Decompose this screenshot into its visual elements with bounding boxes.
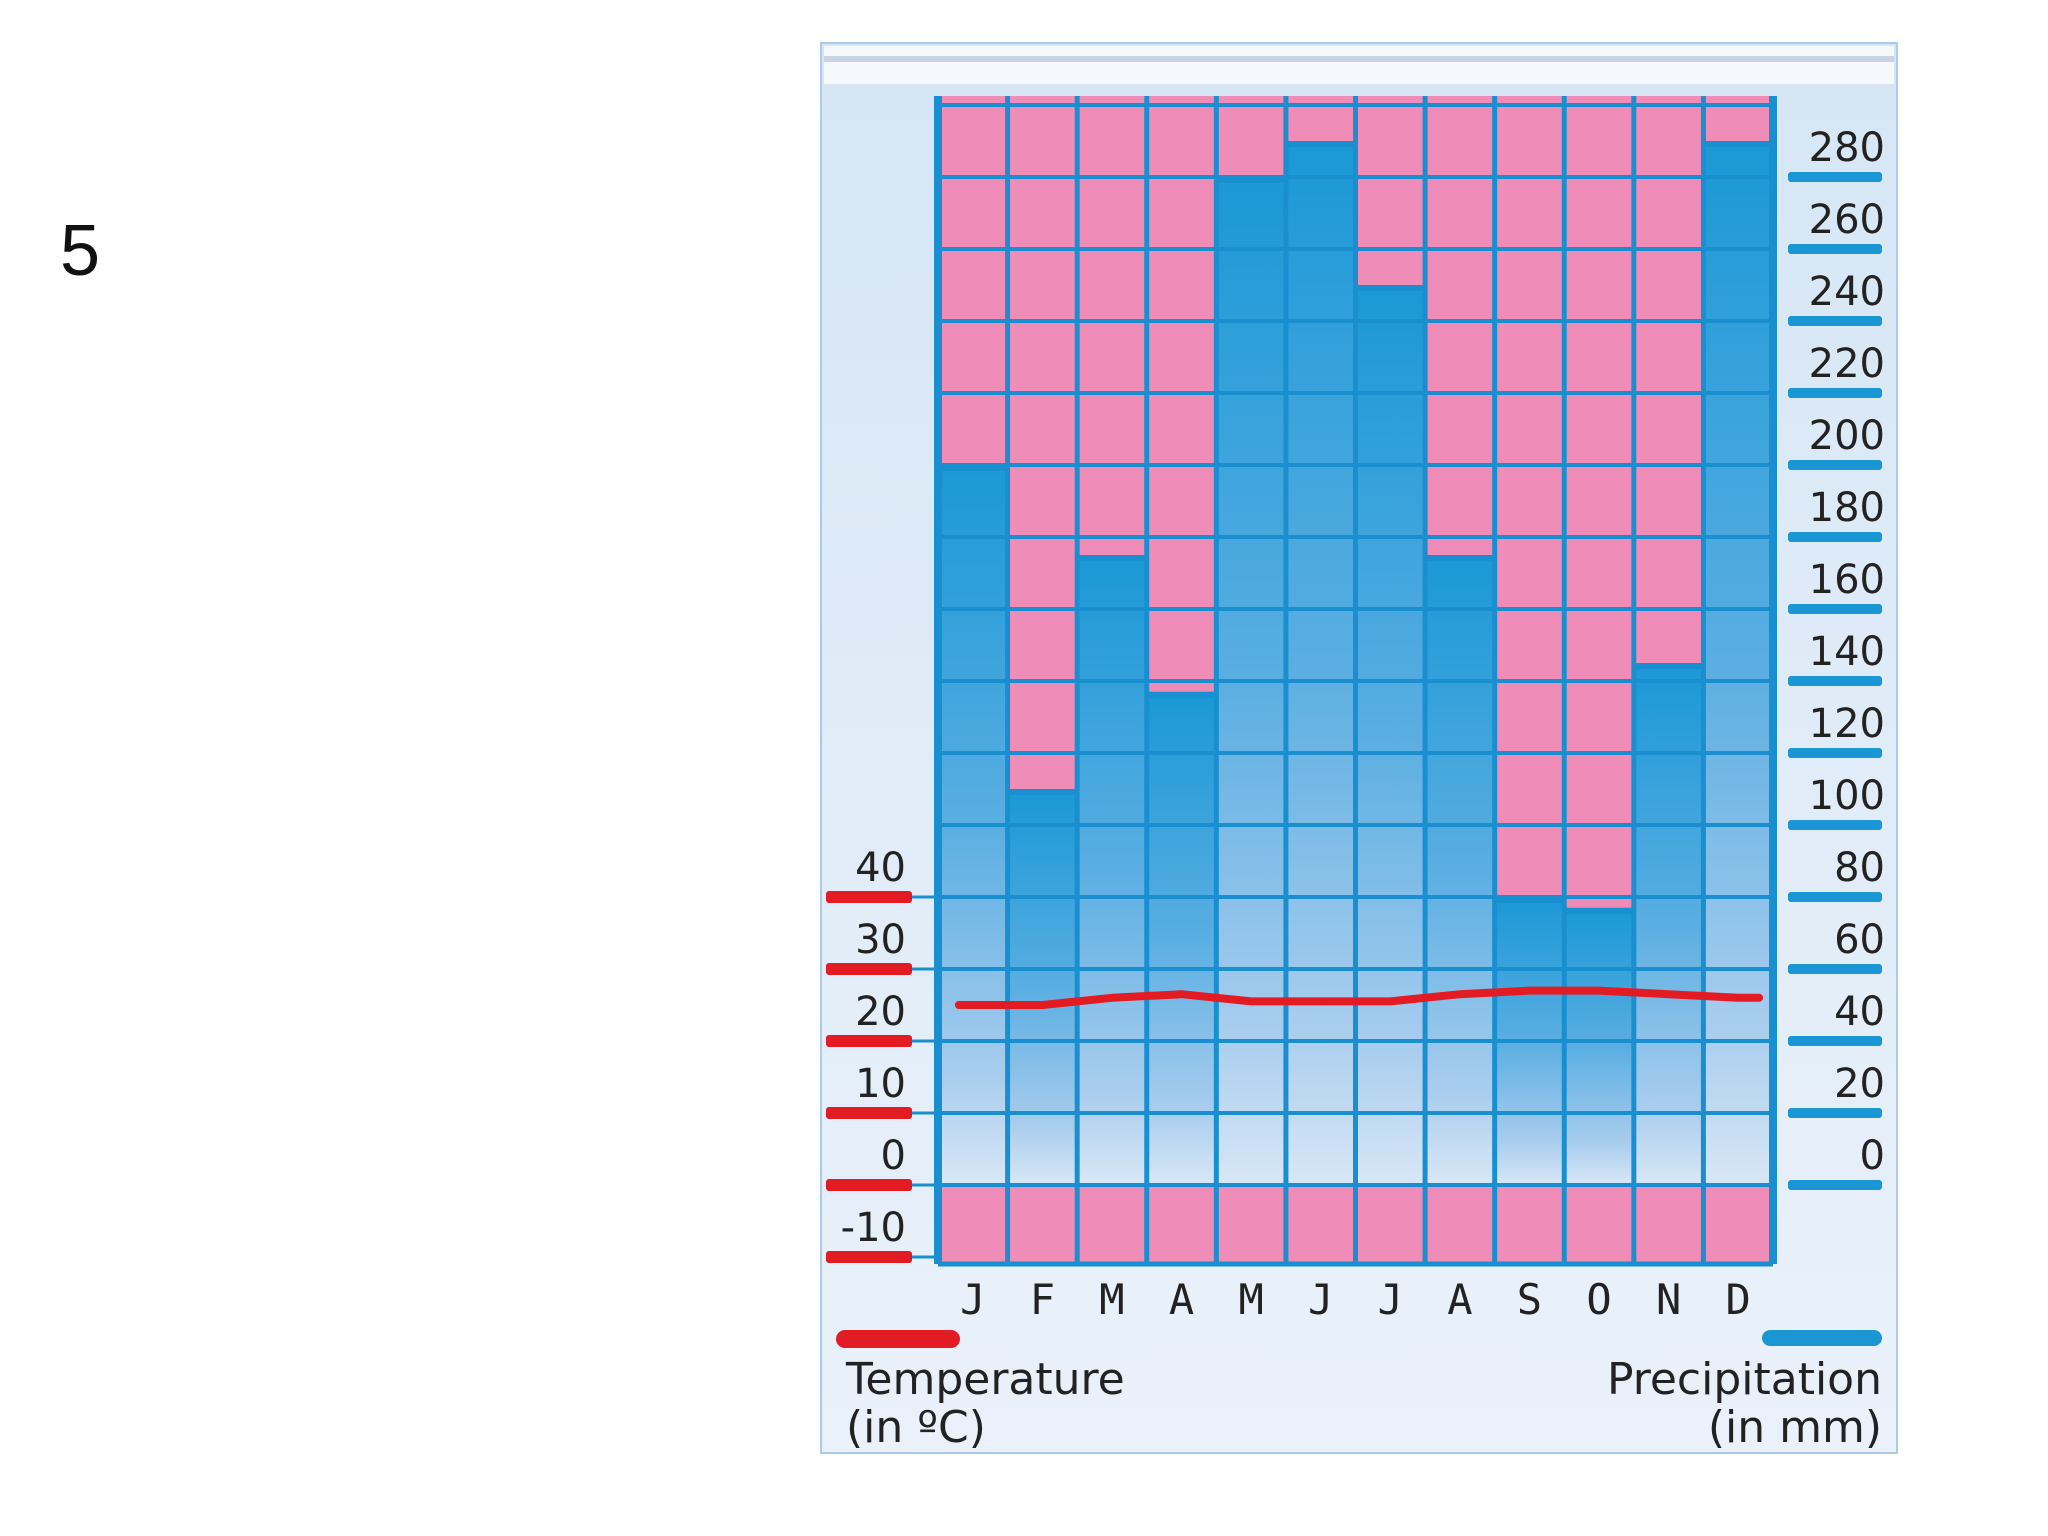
precipitation-bar-cap-5 — [1216, 177, 1286, 183]
precip-tick-mark — [1788, 676, 1882, 686]
precip-tick-mark — [1788, 1180, 1882, 1190]
climate-chart: 280 260 240 220 200 180 160 140 120 100 80 60 40 20 0 4… — [820, 42, 1898, 1454]
precipitation-bar-6 — [1285, 141, 1356, 1185]
legend-temperature-label: Temperature — [845, 1354, 1125, 1405]
month-label: D — [1726, 1275, 1751, 1324]
temp-tick-mark — [826, 1179, 912, 1191]
temperature-point-2 — [1041, 1004, 1043, 1006]
temp-tick-mark — [826, 891, 912, 903]
precipitation-bar-cap-6 — [1285, 141, 1356, 147]
chart-top-strip-line — [824, 56, 1894, 62]
legend-precipitation-unit: (in mm) — [1708, 1402, 1882, 1453]
precip-tick-mark — [1788, 316, 1882, 326]
precip-tick-label: 60 — [1834, 917, 1885, 963]
temp-tick-label: 30 — [855, 917, 906, 963]
temperature-line — [954, 986, 1764, 1009]
legend-precipitation-swatch — [1762, 1330, 1882, 1346]
temperature-point-10 — [1598, 990, 1600, 992]
precipitation-bar-11 — [1633, 663, 1704, 1185]
precipitation-bar-cap-11 — [1633, 663, 1704, 669]
precip-tick-label: 100 — [1809, 773, 1885, 819]
precip-tick-label: 140 — [1809, 629, 1885, 675]
temperature-point-7 — [1389, 1000, 1391, 1002]
temp-tick-mark — [826, 1107, 912, 1119]
precipitation-bar-cap-4 — [1146, 691, 1217, 698]
month-label: N — [1656, 1275, 1681, 1324]
month-label: F — [1030, 1275, 1055, 1324]
month-label: J — [960, 1275, 985, 1324]
precip-tick-mark — [1788, 820, 1882, 830]
temperature-point-1 — [972, 1004, 974, 1006]
temperature-point-4 — [1181, 993, 1183, 995]
precip-tick-mark — [1788, 172, 1882, 182]
month-label: S — [1517, 1275, 1542, 1324]
precip-tick-mark — [1788, 1036, 1882, 1046]
temp-tick-label: 0 — [881, 1133, 906, 1179]
precipitation-bar-8 — [1425, 555, 1495, 1185]
temp-tick-mark — [826, 963, 912, 975]
legend-temperature-unit: (in ºC) — [846, 1402, 986, 1453]
precip-tick-mark — [1788, 604, 1882, 614]
temperature-point-3 — [1111, 997, 1113, 999]
precipitation-bar-7 — [1355, 285, 1426, 1185]
precipitation-bar-cap-12 — [1703, 141, 1773, 147]
precip-tick-mark — [1788, 748, 1882, 758]
precip-tick-label: 20 — [1834, 1061, 1885, 1107]
precip-tick-label: 180 — [1809, 485, 1885, 531]
temp-tick-label: 20 — [855, 989, 906, 1035]
temperature-point-8 — [1459, 993, 1461, 995]
month-label: J — [1378, 1275, 1403, 1324]
precip-tick-label: 0 — [1860, 1133, 1885, 1179]
precip-tick-label: 40 — [1834, 989, 1885, 1035]
precip-tick-mark — [1788, 1108, 1882, 1118]
precipitation-bar-cap-7 — [1355, 285, 1426, 291]
precipitation-bar-cap-9 — [1494, 897, 1565, 903]
legend-precipitation-label: Precipitation — [1607, 1354, 1882, 1405]
precip-tick-mark — [1788, 532, 1882, 542]
temp-tick-label: -10 — [841, 1205, 906, 1251]
precip-tick-mark — [1788, 964, 1882, 974]
precipitation-bar-2 — [1007, 789, 1078, 1185]
month-label: M — [1099, 1275, 1124, 1324]
precipitation-bar-12 — [1703, 141, 1773, 1185]
slide-number: 5 — [60, 211, 101, 291]
precipitation-bar-cap-2 — [1007, 789, 1078, 795]
precip-tick-label: 220 — [1809, 341, 1885, 387]
temperature-point-5 — [1250, 1000, 1252, 1002]
precip-tick-label: 200 — [1809, 413, 1885, 459]
chart-top-strip — [824, 46, 1894, 84]
temp-tick-mark — [826, 1035, 912, 1047]
temperature-point-6 — [1320, 1000, 1322, 1002]
precipitation-bar-3 — [1077, 555, 1147, 1185]
month-label: A — [1169, 1275, 1194, 1324]
climate-chart-svg: 2802602402202001801601401201008060402004… — [820, 42, 1898, 1454]
precipitation-bar-4 — [1146, 691, 1217, 1185]
precip-tick-mark — [1788, 892, 1882, 902]
precipitation-bar-cap-1 — [938, 465, 1008, 471]
precip-tick-label: 160 — [1809, 557, 1885, 603]
legend-temperature-swatch — [836, 1330, 960, 1348]
month-label: A — [1447, 1275, 1472, 1324]
precip-tick-mark — [1788, 244, 1882, 254]
precipitation-bar-cap-10 — [1564, 907, 1634, 914]
temperature-point-11 — [1668, 993, 1670, 995]
precip-tick-label: 260 — [1809, 197, 1885, 243]
precip-tick-label: 240 — [1809, 269, 1885, 315]
temperature-point-12 — [1737, 997, 1739, 999]
precipitation-bar-10 — [1564, 907, 1634, 1185]
month-label: O — [1586, 1275, 1611, 1324]
precipitation-bar-cap-3 — [1077, 555, 1147, 561]
precip-tick-label: 80 — [1834, 845, 1885, 891]
month-label: M — [1238, 1275, 1263, 1324]
temp-tick-label: 40 — [855, 845, 906, 891]
month-label: J — [1308, 1275, 1333, 1324]
precip-tick-mark — [1788, 460, 1882, 470]
precip-tick-mark — [1788, 388, 1882, 398]
temp-tick-mark — [826, 1251, 912, 1263]
temperature-point-9 — [1528, 990, 1530, 992]
precipitation-bar-cap-8 — [1425, 555, 1495, 561]
precip-tick-label: 120 — [1809, 701, 1885, 747]
temp-tick-label: 10 — [855, 1061, 906, 1107]
precip-tick-label: 280 — [1809, 125, 1885, 171]
